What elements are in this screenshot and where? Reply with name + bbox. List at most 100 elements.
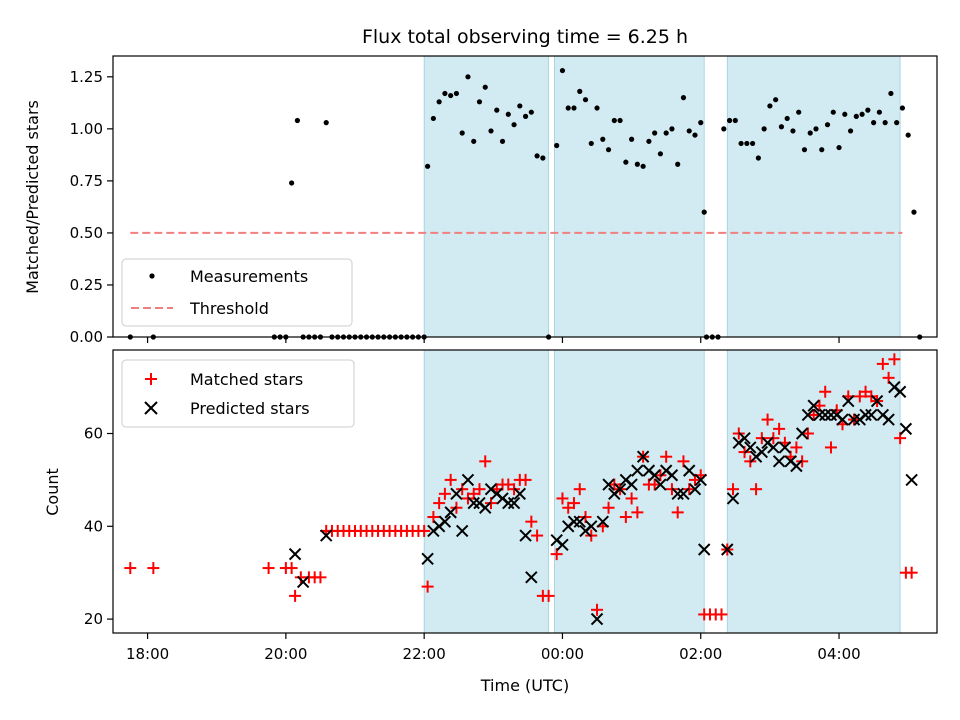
measurement-point <box>554 142 560 149</box>
measurement-point <box>559 67 566 74</box>
legend-measurements-marker <box>149 273 155 279</box>
measurement-point <box>652 130 658 136</box>
predicted-point <box>677 487 690 501</box>
top-observing-windows <box>423 55 901 338</box>
matched-point <box>473 483 486 496</box>
predicted-point <box>631 464 644 477</box>
matched-point <box>525 515 538 528</box>
legend-predicted-marker <box>144 401 158 415</box>
predicted-point <box>767 441 780 454</box>
measurement-point <box>588 140 594 147</box>
x-tick-label: 02:00 <box>679 645 722 663</box>
predicted-point <box>288 547 302 561</box>
predicted-point <box>721 543 734 556</box>
predicted-point <box>590 612 604 626</box>
x-tick-label: 04:00 <box>817 645 860 663</box>
measurement-point <box>476 99 483 105</box>
predicted-point <box>467 496 480 510</box>
predicted-point <box>671 487 684 501</box>
top-x-ticks <box>146 337 840 343</box>
measurement-point <box>436 99 442 105</box>
measurement-point <box>488 128 494 134</box>
measurement-point <box>801 147 808 153</box>
measurement-point <box>871 120 877 126</box>
measurement-point <box>442 90 448 97</box>
predicted-point <box>636 450 650 463</box>
measurement-point <box>499 138 506 144</box>
measurement-point <box>784 115 790 122</box>
matched-point <box>625 492 638 505</box>
top-y-axis-label: Matched/Predicted stars <box>23 100 42 294</box>
measurement-point <box>453 90 460 97</box>
predicted-point <box>556 538 569 552</box>
measurement-point <box>294 117 300 124</box>
measurement-point <box>640 163 646 169</box>
ratio-panel: 0.00 0.25 0.50 0.75 1.00 1.25 Matched/Predict… <box>23 55 938 346</box>
measurement-point <box>623 159 629 165</box>
matched-point <box>479 455 492 468</box>
matched-point <box>819 385 832 398</box>
measurement-point <box>465 74 471 80</box>
predicted-point <box>461 473 475 487</box>
matched-point <box>550 548 563 561</box>
predicted-point <box>726 492 740 505</box>
predicted-point <box>859 408 872 422</box>
predicted-point <box>573 515 586 528</box>
y-tick-label: 60 <box>84 425 103 443</box>
measurement-point <box>534 153 540 159</box>
predicted-point <box>824 408 838 422</box>
predicted-point <box>778 441 792 454</box>
predicted-point <box>694 473 707 487</box>
predicted-point <box>625 478 638 491</box>
measurement-point <box>577 88 583 94</box>
measurement-point <box>289 180 295 186</box>
measurement-point <box>819 147 825 153</box>
x-tick-label: 20:00 <box>264 645 307 663</box>
measurement-point <box>888 90 894 97</box>
predicted-point <box>847 413 861 426</box>
measurement-point <box>778 124 785 130</box>
measurement-point <box>425 163 431 169</box>
predicted-point <box>836 413 849 426</box>
observing-window-2 <box>553 55 705 338</box>
measurement-point <box>721 126 727 132</box>
predicted-point <box>893 385 907 398</box>
x-axis-label: Time (UTC) <box>480 676 569 695</box>
predicted-point <box>648 469 661 482</box>
measurement-point <box>836 144 842 151</box>
measurement-point <box>522 113 529 119</box>
measurement-point <box>528 109 534 115</box>
predicted-point <box>801 408 815 422</box>
measurement-point <box>571 105 577 111</box>
predicted-point <box>513 487 527 501</box>
matched-point <box>418 524 431 537</box>
count-panel: 20 40 60 18:00 20:00 22:00 00:00 02:00 04:00 Co… <box>43 349 938 695</box>
matched-point <box>631 506 644 519</box>
predicted-point <box>525 571 538 584</box>
measurement-point <box>540 155 546 161</box>
measurement-point <box>847 128 854 134</box>
predicted-point <box>842 394 855 408</box>
measurement-point <box>448 92 454 99</box>
matched-point <box>876 357 889 370</box>
legend-matched-label: Matched stars <box>190 370 303 389</box>
predicted-point <box>502 496 515 510</box>
bottom-x-ticks: 18:00 20:00 22:00 00:00 02:00 04:00 <box>126 633 861 663</box>
observing-window-1 <box>423 55 550 338</box>
matched-point <box>888 353 901 366</box>
matched-point <box>285 562 298 575</box>
legend-predicted-label: Predicted stars <box>190 399 310 418</box>
predicted-point <box>790 459 803 473</box>
measurement-point <box>565 105 571 111</box>
y-tick-label: 20 <box>84 610 103 628</box>
predicted-point <box>738 431 751 445</box>
measurement-point <box>761 126 767 132</box>
measurement-point <box>430 115 436 122</box>
measurement-point <box>859 111 865 117</box>
predicted-point <box>882 413 895 426</box>
observing-window-1 <box>423 349 550 634</box>
measurement-point <box>796 109 802 115</box>
measurement-point <box>738 140 744 147</box>
matched-point <box>801 427 814 440</box>
predicted-point <box>905 473 918 487</box>
